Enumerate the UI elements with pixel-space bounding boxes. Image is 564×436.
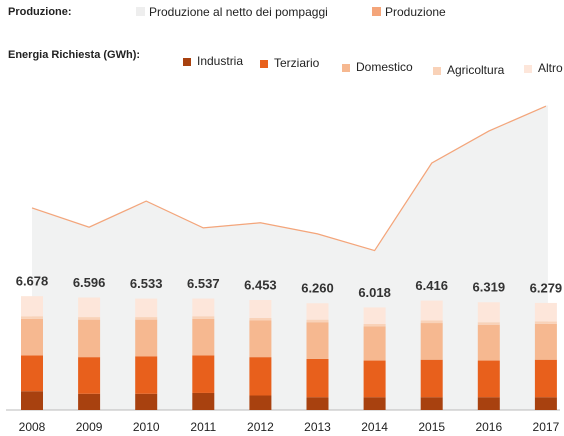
legend-swatch bbox=[524, 65, 532, 73]
bar-segment bbox=[135, 393, 158, 410]
bar-segment bbox=[192, 392, 215, 410]
x-tick-label: 2017 bbox=[533, 420, 560, 434]
bar-segment bbox=[306, 322, 329, 359]
legend-swatch bbox=[183, 58, 191, 66]
legend-swatch bbox=[342, 64, 350, 72]
legend-label: Produzione bbox=[385, 5, 446, 19]
line bbox=[31, 105, 547, 252]
bar-segment bbox=[249, 320, 272, 358]
bar-segment bbox=[78, 357, 101, 394]
x-tick-label: 2010 bbox=[133, 420, 160, 434]
bar-segment bbox=[249, 299, 272, 318]
legend-swatch bbox=[136, 7, 145, 16]
legend-label: Domestico bbox=[356, 60, 413, 74]
bar-segment bbox=[420, 359, 443, 398]
bar-segment bbox=[135, 298, 158, 318]
legend-title: Energia Richiesta (GWh): bbox=[8, 49, 140, 61]
total-label: 6.416 bbox=[415, 278, 448, 293]
bar-segment bbox=[306, 397, 329, 410]
legend-label: Produzione al netto dei pompaggi bbox=[149, 5, 328, 19]
bar-segment bbox=[21, 391, 43, 410]
bar-segment bbox=[363, 326, 386, 361]
area bbox=[32, 105, 548, 410]
bar-segment bbox=[534, 323, 557, 360]
x-tick-label: 2014 bbox=[361, 420, 388, 434]
total-label: 6.279 bbox=[530, 280, 563, 295]
total-label: 6.018 bbox=[358, 285, 391, 300]
legend-label: Industria bbox=[197, 54, 243, 68]
total-label: 6.678 bbox=[16, 274, 49, 289]
bar-segment bbox=[420, 397, 443, 410]
bar-segment bbox=[192, 316, 215, 319]
bar-segment bbox=[249, 357, 272, 396]
total-label: 6.319 bbox=[473, 280, 506, 295]
bar-segment bbox=[306, 358, 329, 398]
bar-segment bbox=[21, 318, 43, 356]
bar-segment bbox=[420, 323, 443, 360]
total-label: 6.533 bbox=[130, 276, 163, 291]
x-tick-label: 2016 bbox=[475, 420, 502, 434]
total-label: 6.453 bbox=[244, 277, 277, 292]
bar-segment bbox=[78, 319, 101, 358]
bar-segment bbox=[477, 324, 500, 361]
legend-swatch bbox=[260, 60, 268, 68]
legend-swatch bbox=[433, 67, 441, 75]
bar-segment bbox=[135, 319, 158, 357]
x-tick-label: 2015 bbox=[418, 420, 445, 434]
bar-segment bbox=[477, 322, 500, 325]
legend-title: Produzione: bbox=[8, 6, 72, 18]
bar-segment bbox=[420, 320, 443, 324]
bar-segment bbox=[192, 355, 215, 393]
bar-segment bbox=[420, 300, 443, 321]
bar-segment bbox=[135, 356, 158, 394]
legend-label: Agricoltura bbox=[447, 63, 505, 77]
bar-segment bbox=[534, 359, 557, 398]
bar-segment bbox=[249, 317, 272, 321]
bar-segment bbox=[249, 395, 272, 410]
bar-segment bbox=[363, 307, 386, 324]
bar-segment bbox=[534, 302, 557, 322]
total-label: 6.537 bbox=[187, 276, 220, 291]
x-tick-label: 2008 bbox=[19, 420, 46, 434]
total-label: 6.596 bbox=[73, 275, 106, 290]
x-tick-label: 2009 bbox=[76, 420, 103, 434]
bar-segment bbox=[78, 317, 101, 320]
bar-segment bbox=[477, 360, 500, 398]
bar-segment bbox=[21, 355, 43, 392]
bar-segment bbox=[363, 360, 386, 398]
bar-segment bbox=[363, 397, 386, 410]
bar-segment bbox=[306, 319, 329, 323]
bar-segment bbox=[78, 393, 101, 410]
bar-segment bbox=[363, 323, 386, 327]
bar-segment bbox=[477, 397, 500, 410]
bar-segment bbox=[477, 302, 500, 323]
bar-segment bbox=[78, 297, 101, 318]
bar-segment bbox=[135, 317, 158, 320]
bar-segment bbox=[192, 318, 215, 356]
legend-swatch bbox=[372, 7, 381, 16]
bar-segment bbox=[21, 316, 43, 319]
total-label: 6.260 bbox=[301, 281, 334, 296]
x-tick-label: 2011 bbox=[190, 420, 216, 434]
bar-segment bbox=[534, 397, 557, 410]
x-tick-label: 2012 bbox=[247, 420, 274, 434]
bar-segment bbox=[192, 298, 215, 317]
bar-segment bbox=[534, 321, 557, 324]
legend-label: Terziario bbox=[274, 56, 320, 70]
x-tick-label: 2013 bbox=[304, 420, 331, 434]
legend-label: Altro bbox=[538, 61, 563, 75]
bar-segment bbox=[306, 303, 329, 320]
bar-segment bbox=[21, 296, 43, 317]
